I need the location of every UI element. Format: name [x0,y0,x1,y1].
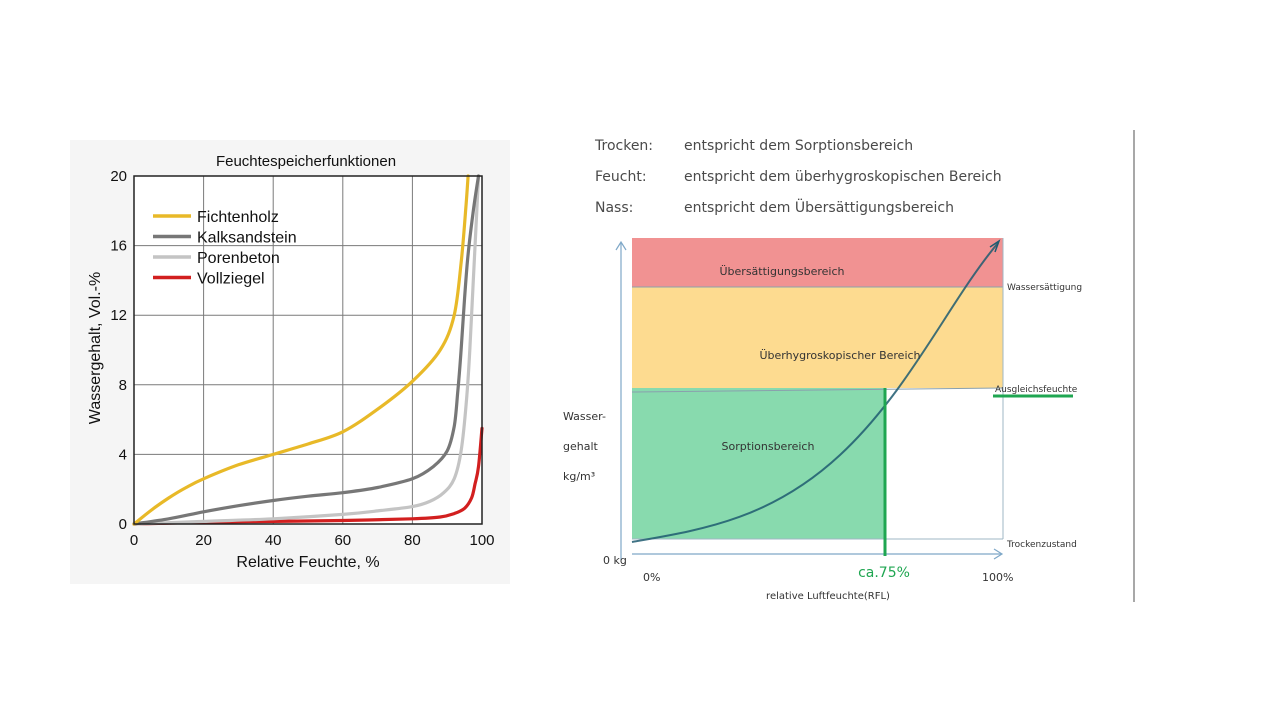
x-tick-label: 40 [265,532,282,549]
moisture-storage-chart: 0 20 40 60 80 100 0 4 8 12 16 20 Fichtenholz Kalksan… [70,140,510,584]
left-grid [133,175,483,525]
y-tick-label: 16 [110,238,127,255]
right-x-axis-label: relative Luftfeuchte(RFL) [766,591,890,602]
left-ticks: 0 20 40 60 80 100 0 4 8 12 16 20 [110,168,494,549]
right-y-origin-label: 0 kg [603,554,627,567]
right-y-label-line-3: kg/m³ [563,470,595,483]
description-term-wet: Nass: [595,200,633,216]
zone-oversaturation [632,238,1003,287]
zone-label-oversaturation: Übersättigungsbereich [720,265,845,278]
description-term-dry: Trocken: [594,138,653,154]
legend-label-porenbeton: Porenbeton [197,250,280,267]
x-tick-label: 80 [404,532,421,549]
description-text-moist: entspricht dem überhygroskopischen Berei… [684,169,1002,185]
x-tick-label: 0 [130,532,138,549]
left-chart-title: Feuchtespeicherfunktionen [216,153,396,170]
moisture-zones-diagram: Trocken: entspricht dem Sorptionsbereich… [563,138,1082,602]
left-plot-area [134,176,482,524]
left-legend: Fichtenholz Kalksandstein Porenbeton Vollzi… [153,209,297,288]
zone-label-overhygroscopic: Überhygroskopischer Bereich [759,349,920,362]
zone-overhygroscopic [632,287,1003,388]
sorption-curve [631,242,999,543]
zone-sorption [632,388,885,539]
legend-label-vollziegel: Vollziegel [197,271,265,288]
series-line-fichtenholz [132,174,470,526]
y-tick-label: 12 [110,307,127,324]
level-label-saturation: Wassersättigung [1007,283,1082,293]
right-x-tick-100: 100% [982,571,1013,584]
description-text-dry: entspricht dem Sorptionsbereich [684,138,913,154]
series-line-kalksandstein [132,174,481,526]
right-y-label-line-1: Wasser- [563,410,606,423]
y-tick-label: 8 [119,377,127,394]
zone-label-sorption: Sorptionsbereich [722,440,815,453]
right-y-label-line-2: gehalt [563,440,599,453]
right-x-axis-arrow [993,548,1004,560]
x-tick-label: 60 [334,532,351,549]
left-y-axis-label: Wassergehalt, Vol.-% [87,272,104,424]
y-tick-label: 4 [119,446,127,463]
marker-label-75: ca.75% [858,565,910,581]
y-tick-label: 20 [110,168,127,185]
left-plot-frame [133,175,483,525]
right-x-tick-0: 0% [643,571,660,584]
left-x-axis-label: Relative Feuchte, % [236,554,379,571]
equilibrium-boundary-line [631,387,1004,393]
series-line-porenbeton [132,174,481,526]
level-label-equilibrium: Ausgleichsfeuchte [995,385,1078,395]
legend-label-kalksandstein: Kalksandstein [197,230,297,247]
x-tick-label: 100 [469,532,494,549]
description-list: Trocken: entspricht dem Sorptionsbereich… [594,138,1002,216]
left-curves [132,174,484,526]
right-y-axis-arrow [615,240,627,251]
legend-label-fichtenholz: Fichtenholz [197,209,279,226]
description-text-wet: entspricht dem Übersättigungsbereich [684,198,954,216]
sorption-curve-arrow [989,239,1001,253]
description-term-moist: Feucht: [595,169,647,185]
series-line-vollziegel [132,426,484,526]
x-tick-label: 20 [195,532,212,549]
y-tick-label: 0 [119,516,127,533]
level-label-dry: Trockenzustand [1006,540,1077,550]
